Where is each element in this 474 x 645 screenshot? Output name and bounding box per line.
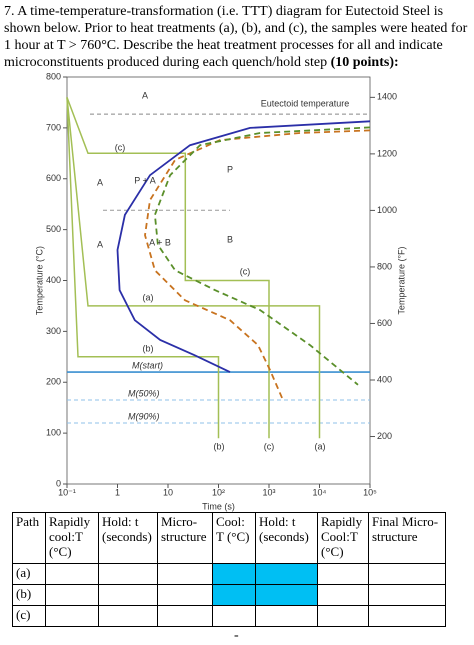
region-label: P: [227, 164, 233, 174]
header-cell: Hold: t (seconds): [98, 512, 158, 564]
reference-label: M(start): [132, 360, 163, 370]
points: (10 points):: [330, 55, 399, 70]
y-tick-label: 500: [46, 224, 61, 234]
row: (c): [12, 605, 446, 627]
x-tick-label: 10²: [212, 487, 225, 497]
y2-tick-label: 1400: [377, 92, 397, 102]
region-label: A: [97, 177, 103, 187]
y-tick-label: 800: [46, 71, 61, 81]
path-label: (c): [240, 266, 251, 276]
row-label: (a): [12, 563, 46, 585]
y-tick-label: 700: [46, 122, 61, 132]
question-line: 1 hour at T > 760°C. Describe the heat t…: [4, 38, 443, 53]
header-cell: Rapidly Cool:T (°C): [317, 512, 369, 564]
header-row: Path Rapidly cool:T (°C) Hold: t (second…: [12, 512, 446, 564]
row: (a): [12, 563, 446, 585]
question-line: microconstituents produced during each q…: [4, 54, 472, 71]
y2-axis-label: Temperature (°F): [396, 246, 406, 314]
header-cell: Hold: t (seconds): [255, 512, 318, 564]
y2-tick-label: 400: [377, 374, 392, 384]
transformation-curve: [153, 126, 371, 386]
transformation-curve: [144, 129, 371, 401]
x-tick-label: 10⁴: [313, 487, 327, 497]
x-tick-label: 10⁵: [363, 487, 377, 497]
path-label: (a): [143, 292, 154, 302]
path-label: (a): [315, 441, 326, 451]
question-line: 7. A time-temperature-transformation (i.…: [4, 4, 444, 19]
transformation-curve: [116, 120, 371, 373]
reference-label: M(50%): [128, 388, 160, 398]
path-label: (b): [143, 343, 154, 353]
header-cell: Micro-structure: [157, 512, 213, 564]
region-label: P + A: [134, 175, 156, 185]
x-tick-label: 10: [163, 487, 173, 497]
row-label: (b): [12, 584, 46, 606]
x-tick-label: 10⁻¹: [58, 487, 76, 497]
y2-tick-label: 1000: [377, 205, 397, 215]
question: 7. A time-temperature-transformation (i.…: [4, 3, 472, 71]
path-label: (b): [214, 441, 225, 451]
header-cell: Final Micro-structure: [368, 512, 446, 564]
y2-tick-label: 600: [377, 318, 392, 328]
mark: -: [234, 628, 239, 643]
y-tick-label: 0: [56, 478, 61, 488]
row: (b): [12, 584, 446, 606]
path-label: (c): [115, 142, 126, 152]
region-label: A: [97, 239, 103, 249]
cooling-path: [66, 97, 321, 439]
row-label: (c): [12, 605, 46, 627]
y2-tick-label: 1200: [377, 148, 397, 158]
region-label: B: [227, 234, 233, 244]
header-cell: Cool: T (°C): [212, 512, 256, 564]
reference-label: M(90%): [128, 411, 160, 421]
y2-tick-label: 800: [377, 261, 392, 271]
y-axis-label: Temperature (°C): [34, 246, 44, 315]
question-line: shown below. Prior to heat treatments (a…: [4, 21, 468, 36]
cooling-path: [66, 97, 220, 439]
y2-tick-label: 200: [377, 431, 392, 441]
region-label: A + B: [149, 237, 171, 247]
y-tick-label: 300: [46, 326, 61, 336]
path-label: (c): [264, 441, 275, 451]
y-tick-label: 100: [46, 428, 61, 438]
answer-table: Path Rapidly cool:T (°C) Hold: t (second…: [12, 512, 446, 627]
header-cell: Path: [12, 512, 46, 564]
y-tick-label: 600: [46, 173, 61, 183]
question-text: microconstituents produced during each q…: [4, 55, 328, 70]
y-tick-label: 200: [46, 377, 61, 387]
cooling-path: [66, 97, 270, 439]
reference-label: Eutectoid temperature: [261, 99, 350, 109]
x-tick-label: 10³: [262, 487, 275, 497]
ttt-chart: 0 100 200 300 400 500 600 700 800 200 400 600 800 100…: [34, 71, 406, 511]
header-cell: Rapidly cool:T (°C): [45, 512, 99, 564]
x-tick-label: 1: [115, 487, 120, 497]
region-label: A: [142, 90, 148, 100]
x-axis-label: Time (s): [202, 501, 235, 511]
y-tick-label: 400: [46, 275, 61, 285]
